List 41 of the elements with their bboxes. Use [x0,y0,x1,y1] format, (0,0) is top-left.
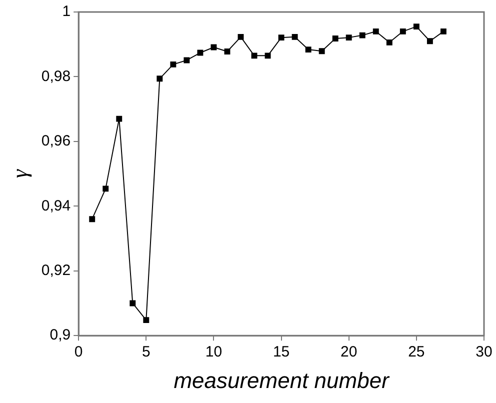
y-tick-label: 0,9 [50,326,71,344]
point [440,28,446,34]
x-tick-label: 30 [476,344,492,361]
x-tick-label: 15 [272,344,290,361]
point [238,34,244,40]
x-tick-label: 20 [340,344,358,361]
point [116,116,122,122]
y-tick-label: 0,96 [41,132,71,150]
y-tick-label: 0,98 [41,68,71,85]
x-axis-title: measurement number [174,368,391,393]
point [143,317,150,324]
x-tick-label: 5 [142,344,150,361]
y-axis-title: γ [6,168,32,178]
point [264,52,271,59]
y-tick-label: 1 [62,3,71,20]
y-tick-label: 0,94 [41,197,71,214]
point [156,76,163,82]
point [332,36,338,42]
point [130,300,136,306]
point [359,32,366,38]
point [251,52,258,59]
point [400,28,406,34]
point [184,57,190,64]
point [413,24,420,30]
point [346,34,352,41]
x-tick-label: 10 [205,344,222,361]
point [224,48,230,54]
x-tick-label: 0 [74,344,83,361]
point [278,34,284,41]
point [305,46,312,53]
point [197,50,204,56]
point [318,48,325,54]
y-tick-label: 0,92 [41,262,71,280]
point [372,28,379,34]
point [102,186,109,192]
point [89,216,96,222]
point [426,38,433,44]
point [292,34,298,40]
point [386,39,392,46]
x-tick-label: 25 [408,344,425,361]
point [170,61,176,68]
